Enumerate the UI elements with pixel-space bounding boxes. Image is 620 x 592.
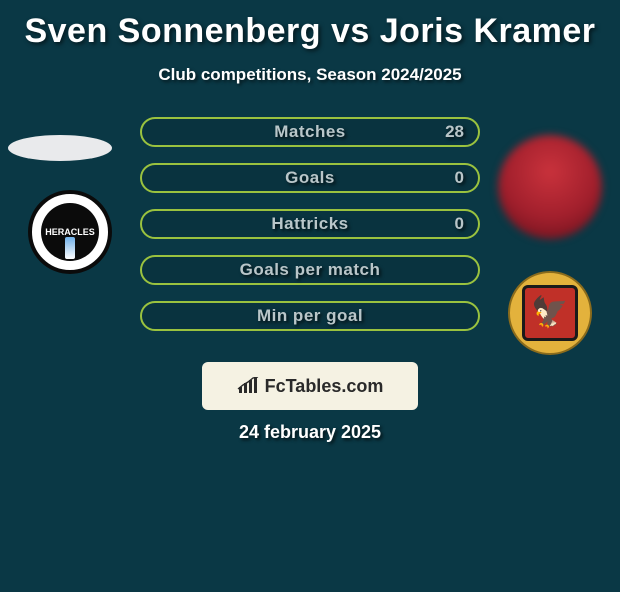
stats-area: Matches 28 Goals 0 Hattricks 0 Goals per… bbox=[0, 117, 620, 377]
brand-watermark: FcTables.com bbox=[202, 362, 418, 410]
stat-value-right: 28 bbox=[445, 122, 464, 142]
stat-row-hattricks: Hattricks 0 bbox=[140, 209, 480, 239]
stat-label: Goals per match bbox=[240, 260, 381, 280]
stat-label: Hattricks bbox=[271, 214, 348, 234]
brand-text: FcTables.com bbox=[265, 376, 384, 397]
page-title: Sven Sonnenberg vs Joris Kramer bbox=[0, 12, 620, 51]
stat-row-matches: Matches 28 bbox=[140, 117, 480, 147]
stat-row-min-per-goal: Min per goal bbox=[140, 301, 480, 331]
generated-date: 24 february 2025 bbox=[0, 422, 620, 443]
subtitle: Club competitions, Season 2024/2025 bbox=[0, 65, 620, 85]
stat-value-right: 0 bbox=[455, 214, 464, 234]
bar-chart-icon bbox=[237, 377, 259, 395]
stat-label: Goals bbox=[285, 168, 335, 188]
stat-row-goals: Goals 0 bbox=[140, 163, 480, 193]
stat-row-goals-per-match: Goals per match bbox=[140, 255, 480, 285]
stat-pill-column: Matches 28 Goals 0 Hattricks 0 Goals per… bbox=[140, 117, 480, 347]
stat-label: Matches bbox=[274, 122, 346, 142]
stat-value-right: 0 bbox=[455, 168, 464, 188]
stat-label: Min per goal bbox=[257, 306, 363, 326]
